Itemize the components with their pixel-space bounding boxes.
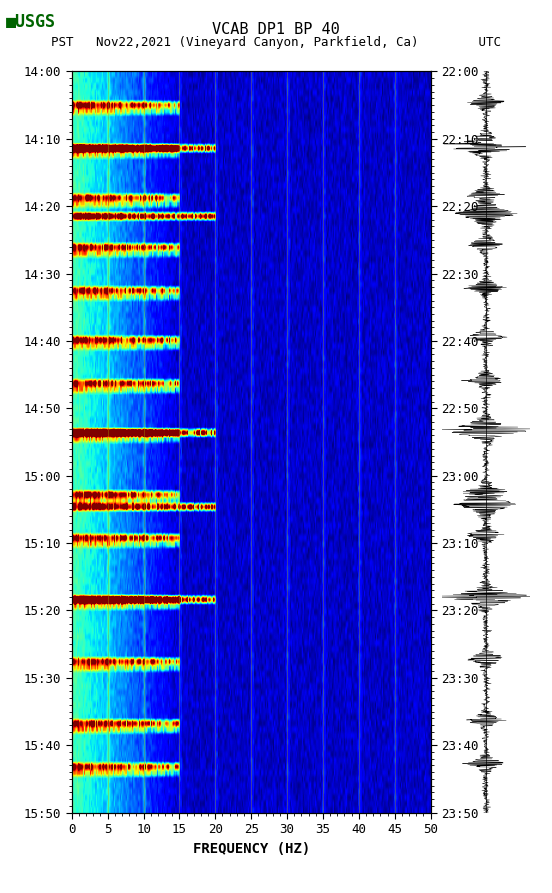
Text: VCAB DP1 BP 40: VCAB DP1 BP 40 — [212, 22, 340, 38]
Text: ■USGS: ■USGS — [6, 13, 56, 31]
Text: PST   Nov22,2021 (Vineyard Canyon, Parkfield, Ca)        UTC: PST Nov22,2021 (Vineyard Canyon, Parkfie… — [51, 36, 501, 49]
X-axis label: FREQUENCY (HZ): FREQUENCY (HZ) — [193, 841, 310, 855]
